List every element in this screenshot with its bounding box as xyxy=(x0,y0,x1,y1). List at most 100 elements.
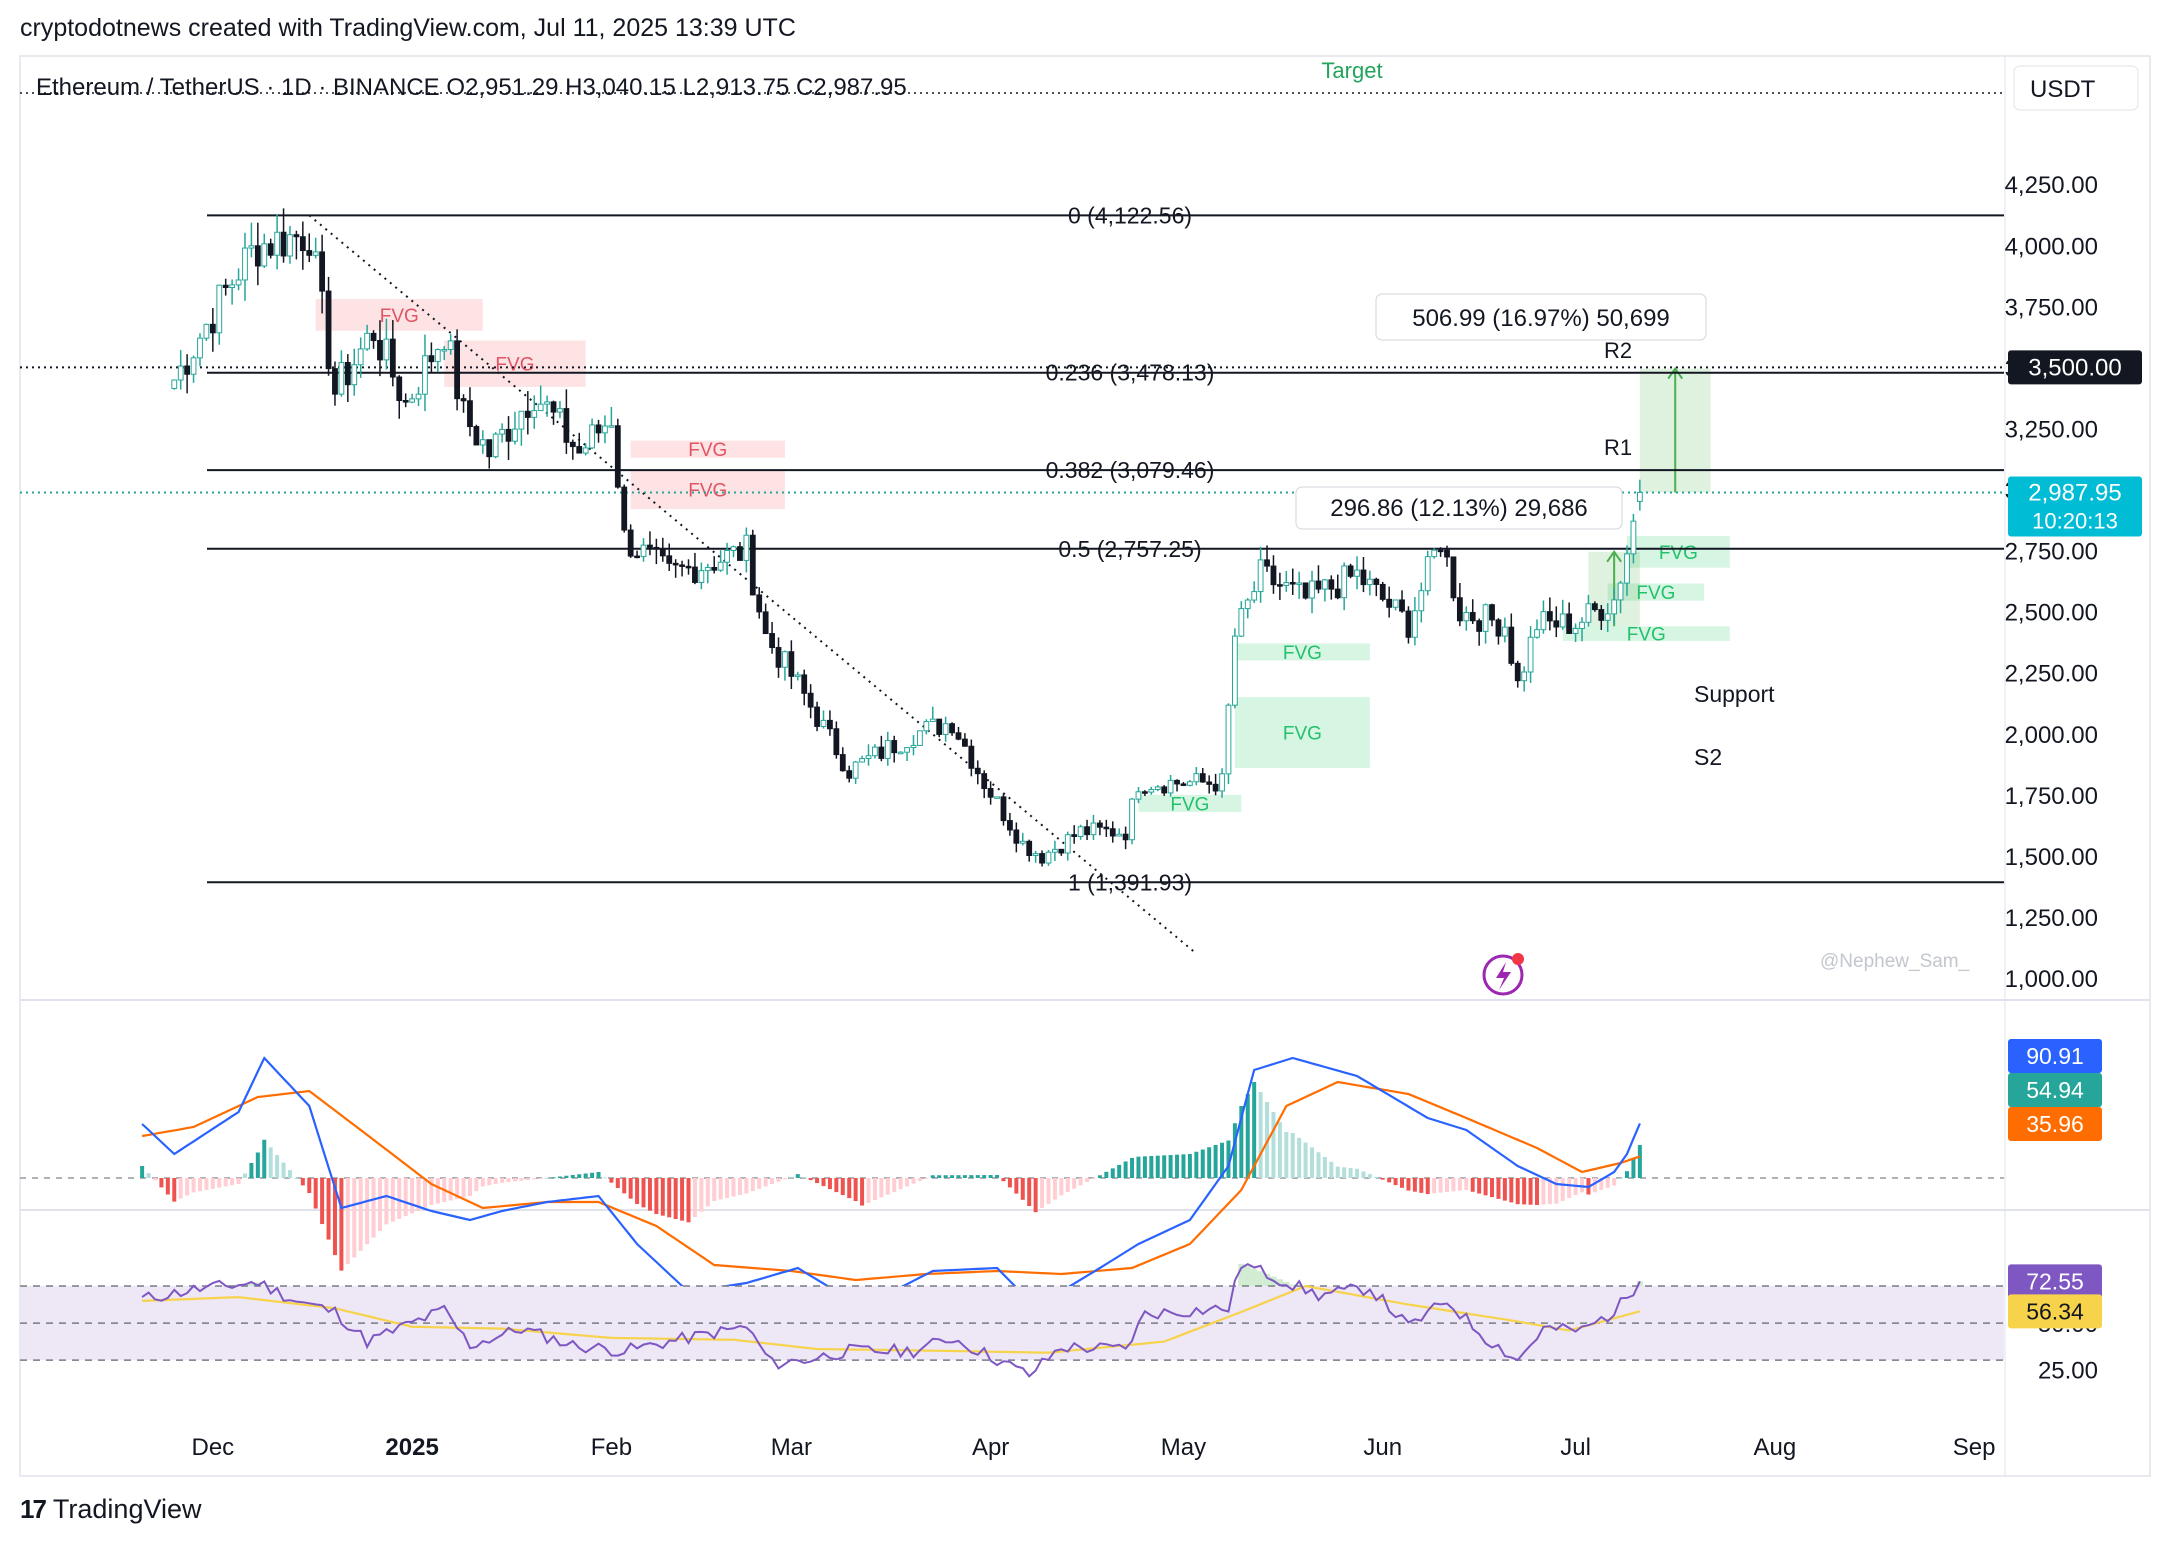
candle-body xyxy=(730,546,737,551)
candle-body xyxy=(1636,491,1643,502)
macd-histogram-bar xyxy=(660,1178,665,1216)
macd-histogram-bar xyxy=(1232,1123,1237,1178)
macd-histogram-bar xyxy=(1284,1132,1289,1178)
candle-body xyxy=(415,393,422,400)
macd-histogram-bar xyxy=(1477,1178,1482,1194)
macd-histogram-bar xyxy=(313,1178,318,1209)
candle-body xyxy=(1251,591,1258,601)
candle-body xyxy=(1489,604,1495,621)
macd-histogram-bar xyxy=(191,1178,196,1193)
macd-histogram-bar xyxy=(1515,1178,1520,1205)
macd-histogram-bar xyxy=(416,1178,421,1211)
candle-body xyxy=(1431,549,1438,558)
x-tick-label: Feb xyxy=(591,1434,632,1461)
candle-body xyxy=(1373,578,1380,585)
macd-histogram-bar xyxy=(1329,1161,1334,1178)
candle-body xyxy=(1444,549,1450,558)
candle-body xyxy=(910,744,917,749)
r1-label: R1 xyxy=(1604,435,1632,460)
tradingview-logo-icon[interactable]: 17 xyxy=(20,1494,47,1524)
macd-histogram-bar xyxy=(358,1178,363,1251)
fib-level-label: 0.5 (2,757.25) xyxy=(1058,536,1201,562)
macd-histogram-bar xyxy=(570,1175,575,1178)
candle-body xyxy=(769,633,775,649)
macd-histogram-bar xyxy=(242,1173,247,1178)
candle-body xyxy=(1598,609,1605,621)
macd-histogram-bar xyxy=(1245,1094,1250,1178)
macd-histogram-bar xyxy=(583,1173,588,1178)
fvg-zone xyxy=(1607,583,1705,601)
macd-histogram-bar xyxy=(185,1178,190,1196)
candle-body xyxy=(1501,626,1508,637)
macd-histogram-bar xyxy=(1348,1168,1353,1178)
candle-body xyxy=(1276,584,1283,587)
candle-body xyxy=(1283,582,1290,587)
x-tick-label: Dec xyxy=(191,1434,234,1461)
macd-histogram-bar xyxy=(673,1178,678,1219)
candle-body xyxy=(280,231,287,257)
candle-body xyxy=(1469,612,1476,622)
x-tick-label: Aug xyxy=(1753,1434,1796,1461)
macd-histogram-bar xyxy=(1290,1133,1295,1178)
price-tick-label: 3,250.00 xyxy=(2005,416,2098,443)
macd-histogram-bar xyxy=(988,1175,993,1178)
lightning-alert-icon[interactable] xyxy=(1482,954,1524,996)
candle-body xyxy=(1424,556,1431,592)
macd-histogram-bar xyxy=(204,1178,209,1190)
candle-body xyxy=(608,425,615,428)
candle-body xyxy=(917,730,923,746)
macd-histogram-bar xyxy=(866,1178,871,1203)
candle-body xyxy=(383,338,390,361)
rsi-value-tag xyxy=(2008,1264,2102,1299)
candle-body xyxy=(775,647,782,668)
footer-brand[interactable]: TradingView xyxy=(52,1494,202,1524)
macd-histogram-bar xyxy=(731,1178,736,1197)
r2-label: R2 xyxy=(1604,338,1632,363)
macd-histogram-bar xyxy=(519,1178,524,1181)
macd-histogram-bar xyxy=(1065,1178,1070,1193)
candle-body xyxy=(717,561,724,571)
macd-histogram-bar xyxy=(1310,1147,1315,1178)
macd-histogram-bar xyxy=(1464,1178,1469,1190)
macd-histogram-bar xyxy=(827,1178,832,1190)
measure-label-lower: 296.86 (12.13%) 29,686 xyxy=(1330,495,1588,522)
candle-body xyxy=(1624,553,1630,584)
footer: 17 TradingView xyxy=(20,1494,202,1525)
candle-body xyxy=(698,570,705,583)
candle-body xyxy=(569,441,576,448)
x-tick-label: Mar xyxy=(771,1434,812,1461)
macd-histogram-bar xyxy=(840,1178,845,1196)
macd-histogram-bar xyxy=(911,1178,916,1184)
candle-body xyxy=(692,566,698,583)
candle-body xyxy=(177,365,184,381)
symbol-ohlc-line[interactable]: Ethereum / TetherUS · 1D · BINANCE O2,95… xyxy=(36,74,907,101)
macd-histogram-bar xyxy=(1605,1178,1610,1188)
x-tick-label: Apr xyxy=(972,1434,1009,1461)
macd-histogram-bar xyxy=(275,1154,280,1178)
price-tick-label: 1,500.00 xyxy=(2005,844,2098,871)
macd-histogram-bar xyxy=(500,1178,505,1183)
macd-histogram-bar xyxy=(1252,1082,1257,1178)
macd-histogram-bar xyxy=(525,1178,530,1181)
fvg-zone xyxy=(1627,535,1730,568)
currency-button[interactable] xyxy=(2013,65,2139,111)
macd-signal-line xyxy=(141,1080,1641,1282)
currency-label: USDT xyxy=(2030,76,2096,103)
measure-label-upper: 506.99 (16.97%) 50,699 xyxy=(1412,305,1670,332)
candle-body xyxy=(1045,851,1052,864)
macd-histogram-bar xyxy=(1187,1154,1192,1178)
macd-histogram-bar xyxy=(808,1178,813,1181)
macd-histogram-bar xyxy=(1509,1178,1514,1203)
x-tick-label: Sep xyxy=(1953,1434,1996,1461)
candle-body xyxy=(1437,549,1444,553)
macd-histogram-bar xyxy=(1637,1145,1642,1178)
macd-value-tag xyxy=(2008,1107,2102,1141)
candle-body xyxy=(1154,786,1161,791)
macd-histogram-bar xyxy=(262,1139,267,1178)
candle-body xyxy=(1334,588,1341,599)
measure-arrowhead xyxy=(1606,550,1622,563)
macd-histogram-bar xyxy=(1457,1178,1462,1191)
candle-body xyxy=(203,323,210,339)
price-tag-3500 xyxy=(2008,350,2142,385)
